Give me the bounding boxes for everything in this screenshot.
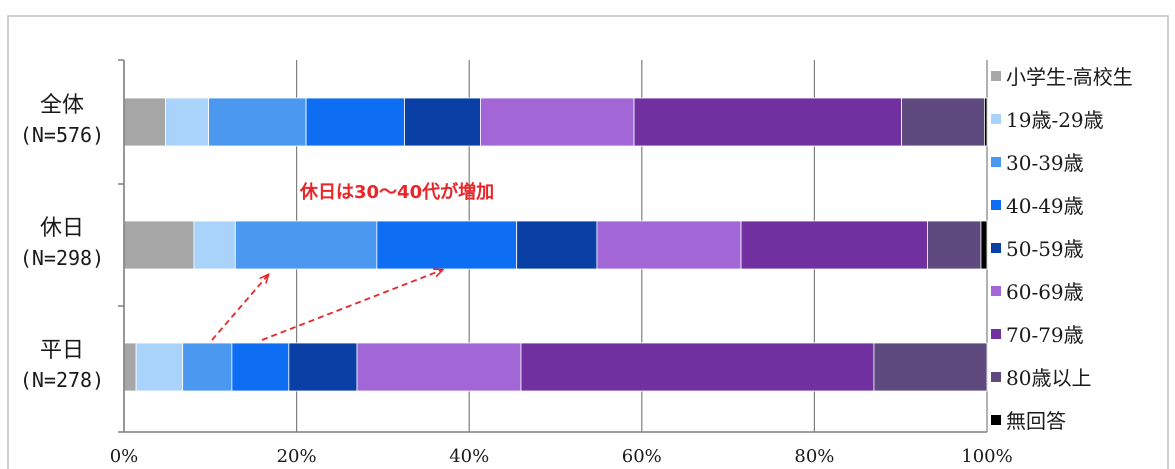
category-count: (N=298) <box>20 246 104 270</box>
legend-label: 19歳-29歳 <box>1006 108 1104 132</box>
legend-swatch <box>991 200 1001 210</box>
annotation-text: 休日は30～40代が増加 <box>299 181 494 203</box>
legend-swatch <box>991 157 1001 167</box>
bar-segment <box>633 97 902 147</box>
bar-segment <box>123 97 166 147</box>
bar-segment <box>193 220 236 270</box>
category-name: 休日 <box>40 216 84 241</box>
bar-segment <box>208 97 307 147</box>
x-tick-labels: 0% 20% 40% 60% 80% 100% <box>110 446 1013 467</box>
axes <box>118 59 987 433</box>
bar-segment <box>596 220 742 270</box>
bar-segment <box>480 97 635 147</box>
legend-label: 60-69歳 <box>1006 280 1084 304</box>
bar-segment <box>404 97 481 147</box>
legend: 小学生-高校生 19歳-29歳 30-39歳 40-49歳 50-59歳 60-69歳 70… <box>991 65 1133 433</box>
annotation-arrow <box>211 275 268 341</box>
category-name: 全体 <box>40 93 84 118</box>
bar-segment <box>288 342 358 392</box>
bar-segment <box>740 220 928 270</box>
legend-label: 小学生-高校生 <box>1006 65 1133 89</box>
bar-segment <box>376 220 518 270</box>
bar-segment <box>356 342 522 392</box>
x-tick-label: 0% <box>110 446 139 467</box>
bars <box>123 97 988 392</box>
bar-segment <box>123 220 195 270</box>
legend-label: 30-39歳 <box>1006 151 1084 175</box>
x-tick-label: 100% <box>961 446 1012 467</box>
category-count: (N=278) <box>20 368 104 392</box>
x-tick-label: 60% <box>622 446 662 467</box>
bar-segment <box>305 97 405 147</box>
bar-segment <box>231 342 290 392</box>
category-labels: 全体 (N=576) 休日 (N=298) 平日 (N=278) <box>20 93 104 392</box>
category-count: (N=576) <box>20 123 104 147</box>
bar-segment <box>123 342 137 392</box>
x-tick-label: 20% <box>277 446 317 467</box>
bar-segment <box>927 220 982 270</box>
legend-swatch <box>991 71 1001 81</box>
annotation: 休日は30～40代が増加 <box>211 181 494 341</box>
legend-label: 70-79歳 <box>1006 323 1084 347</box>
legend-swatch <box>991 114 1001 124</box>
annotation-arrow <box>261 270 442 341</box>
category-name: 平日 <box>40 338 84 363</box>
bar-segment <box>516 220 598 270</box>
bar-segment <box>182 342 233 392</box>
bar-segment <box>165 97 209 147</box>
x-tick-label: 40% <box>449 446 489 467</box>
bar-segment <box>520 342 875 392</box>
bar-segment <box>135 342 184 392</box>
legend-swatch <box>991 329 1001 339</box>
bar-segment <box>901 97 985 147</box>
bar-segment <box>234 220 378 270</box>
bar-segment <box>873 342 988 392</box>
legend-swatch <box>991 286 1001 296</box>
legend-swatch <box>991 415 1001 425</box>
bar-segment <box>984 97 988 147</box>
legend-label: 80歳以上 <box>1006 366 1091 390</box>
legend-swatch <box>991 243 1001 253</box>
legend-label: 無回答 <box>1006 409 1066 433</box>
legend-label: 50-59歳 <box>1006 237 1084 261</box>
x-tick-label: 80% <box>794 446 834 467</box>
legend-swatch <box>991 372 1001 382</box>
legend-label: 40-49歳 <box>1006 194 1084 218</box>
bar-segment <box>980 220 988 270</box>
